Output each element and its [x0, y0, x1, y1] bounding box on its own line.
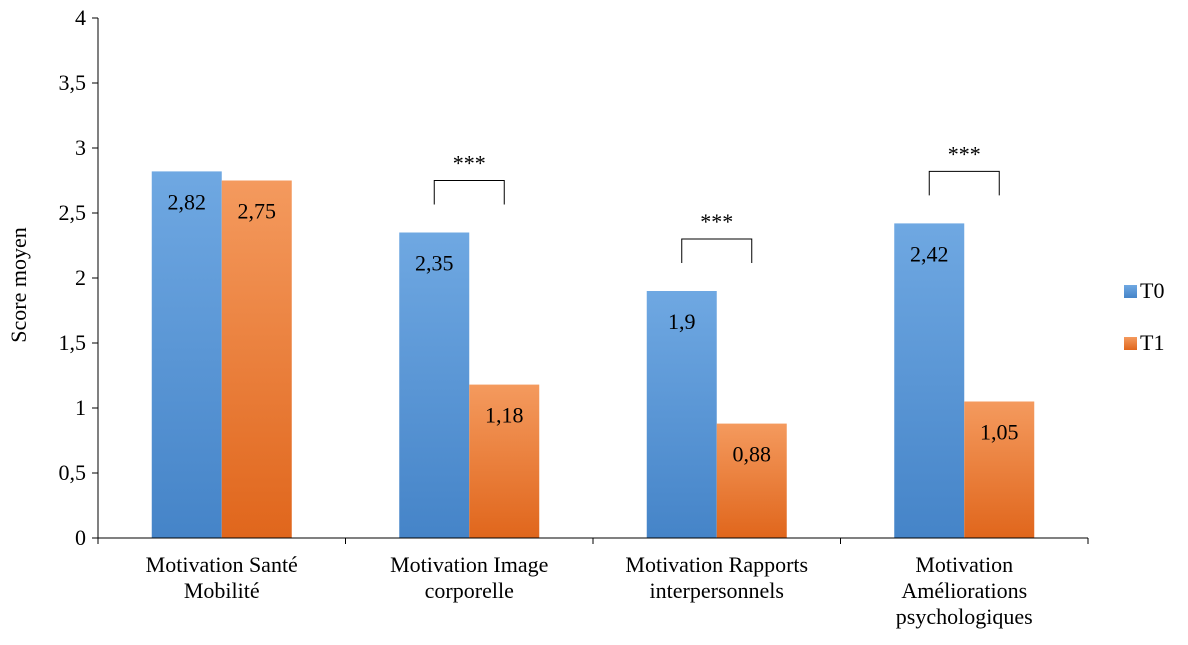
- bar-t0-0: [152, 171, 222, 538]
- category-label-line: Améliorations: [901, 578, 1027, 603]
- y-tick-label: 3,5: [59, 70, 87, 95]
- legend: T0 T1: [1124, 278, 1164, 355]
- category-label-line: psychologiques: [896, 604, 1033, 629]
- y-axis-title: Score moyen: [6, 227, 31, 342]
- data-label: 1,05: [980, 420, 1019, 445]
- y-tick-label: 1: [75, 395, 86, 420]
- bar-t0-1: [399, 233, 469, 539]
- bar-t0-3: [894, 223, 964, 538]
- category-label-line: Mobilité: [184, 578, 260, 603]
- significance-label: ***: [453, 151, 486, 176]
- data-label: 1,9: [668, 309, 696, 334]
- legend-swatch-t0: [1124, 285, 1137, 298]
- category-label-line: Motivation: [915, 552, 1013, 577]
- y-tick-label: 0,5: [59, 460, 87, 485]
- category-label-line: corporelle: [425, 578, 514, 603]
- y-tick-label: 2,5: [59, 200, 87, 225]
- y-tick-label: 2: [75, 265, 86, 290]
- data-label: 2,82: [168, 189, 207, 214]
- y-tick-label: 4: [75, 5, 86, 30]
- category-label: Motivation Améliorations psychologiques: [896, 552, 1033, 629]
- y-tick-label: 1,5: [59, 330, 87, 355]
- category-label: Motivation Image corporelle: [390, 552, 548, 603]
- significance-label: ***: [948, 141, 981, 166]
- bars: [152, 171, 1035, 538]
- significance-bracket: [434, 181, 504, 205]
- x-axis: Motivation Santé Mobilité Motivation Image…: [98, 538, 1088, 629]
- category-label-line: Motivation Rapports: [625, 552, 808, 577]
- category-label-line: interpersonnels: [650, 578, 784, 603]
- data-label: 1,18: [485, 403, 524, 428]
- data-label: 2,35: [415, 251, 454, 276]
- bar-t1-0: [222, 181, 292, 539]
- significance-bracket: [682, 239, 752, 263]
- category-label-line: Motivation Image: [390, 552, 548, 577]
- significance-label: ***: [700, 209, 733, 234]
- legend-swatch-t1: [1124, 337, 1137, 350]
- legend-label: T0: [1140, 278, 1164, 303]
- data-labels: 2,82 2,75 2,35 1,18 1,9 0,88 2,42 1,05: [168, 189, 1019, 466]
- category-label: Motivation Rapports interpersonnels: [625, 552, 808, 603]
- y-axis: 0 0,5 1 1,5 2 2,5 3 3,5 4: [59, 5, 99, 550]
- data-label: 0,88: [733, 442, 772, 467]
- significance-bracket: [929, 171, 999, 195]
- data-label: 2,75: [238, 199, 277, 224]
- y-tick-label: 3: [75, 135, 86, 160]
- legend-label: T1: [1140, 330, 1164, 355]
- y-tick-label: 0: [75, 525, 86, 550]
- data-label: 2,42: [910, 241, 949, 266]
- category-label: Motivation Santé Mobilité: [146, 552, 298, 603]
- category-label-line: Motivation Santé: [146, 552, 298, 577]
